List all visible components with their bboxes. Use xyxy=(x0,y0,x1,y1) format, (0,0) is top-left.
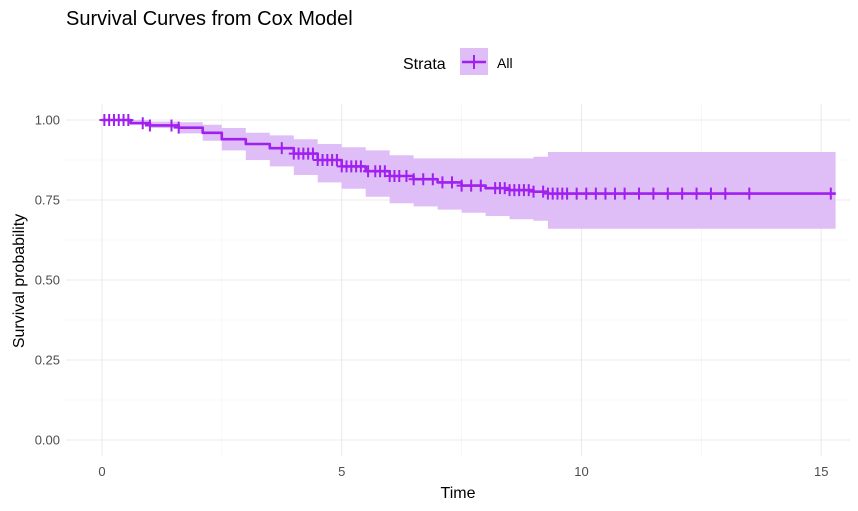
y-tick-label: 0.50 xyxy=(35,273,60,288)
censor-mark xyxy=(418,173,429,186)
censor-mark xyxy=(634,187,645,200)
censor-mark xyxy=(705,187,716,200)
censor-mark xyxy=(523,184,534,197)
y-axis-label: Survival probability xyxy=(11,214,28,348)
x-tick-label: 0 xyxy=(98,464,105,479)
censor-mark xyxy=(401,170,412,182)
censor-mark xyxy=(123,114,134,126)
legend-title: Strata xyxy=(403,56,446,73)
censor-mark xyxy=(590,187,601,200)
censor-mark xyxy=(276,142,287,155)
y-tick-label: 0.00 xyxy=(35,433,60,448)
censor-mark xyxy=(456,179,467,192)
censor-mark xyxy=(528,185,539,198)
censor-mark xyxy=(137,117,148,130)
y-tick-label: 0.75 xyxy=(35,193,60,208)
censor-mark xyxy=(331,154,342,166)
y-tick-label: 0.25 xyxy=(35,353,60,368)
x-axis-label: Time xyxy=(441,485,476,502)
censor-mark xyxy=(600,187,611,200)
censor-mark xyxy=(408,173,419,186)
censor-mark xyxy=(662,187,673,200)
y-axis-tick-labels: 0.00 0.25 0.50 0.75 1.00 xyxy=(35,113,60,448)
censor-mark xyxy=(610,187,621,200)
x-tick-label: 15 xyxy=(814,464,828,479)
censor-mark xyxy=(619,187,630,200)
censor-mark xyxy=(166,119,177,132)
censor-mark xyxy=(355,160,366,173)
censor-mark xyxy=(466,179,477,192)
censor-mark xyxy=(447,176,458,189)
y-tick-label: 1.00 xyxy=(35,113,60,128)
censor-mark xyxy=(173,121,184,134)
censor-mark xyxy=(691,187,702,200)
confidence-ribbon xyxy=(102,120,836,229)
censor-mark xyxy=(538,185,549,198)
censor-mark xyxy=(581,187,592,200)
censor-mark xyxy=(562,187,573,200)
censor-mark xyxy=(427,173,438,186)
censor-mark xyxy=(825,187,836,200)
censor-mark xyxy=(648,187,659,200)
censor-mark xyxy=(437,176,448,189)
censor-mark xyxy=(744,187,755,200)
censor-mark xyxy=(144,119,155,132)
censor-marks xyxy=(99,114,836,200)
censor-mark xyxy=(307,147,318,160)
chart-title: Survival Curves from Cox Model xyxy=(66,8,353,30)
censor-mark xyxy=(475,179,486,192)
censor-mark xyxy=(720,187,731,200)
x-axis-tick-labels: 0 5 10 15 xyxy=(98,464,828,479)
x-tick-label: 5 xyxy=(338,464,345,479)
legend-entry-all: All xyxy=(497,55,513,71)
censor-mark xyxy=(677,187,688,200)
legend: Strata All xyxy=(403,48,513,75)
censor-mark xyxy=(499,182,510,195)
censor-mark xyxy=(571,187,582,200)
x-tick-label: 10 xyxy=(574,464,588,479)
